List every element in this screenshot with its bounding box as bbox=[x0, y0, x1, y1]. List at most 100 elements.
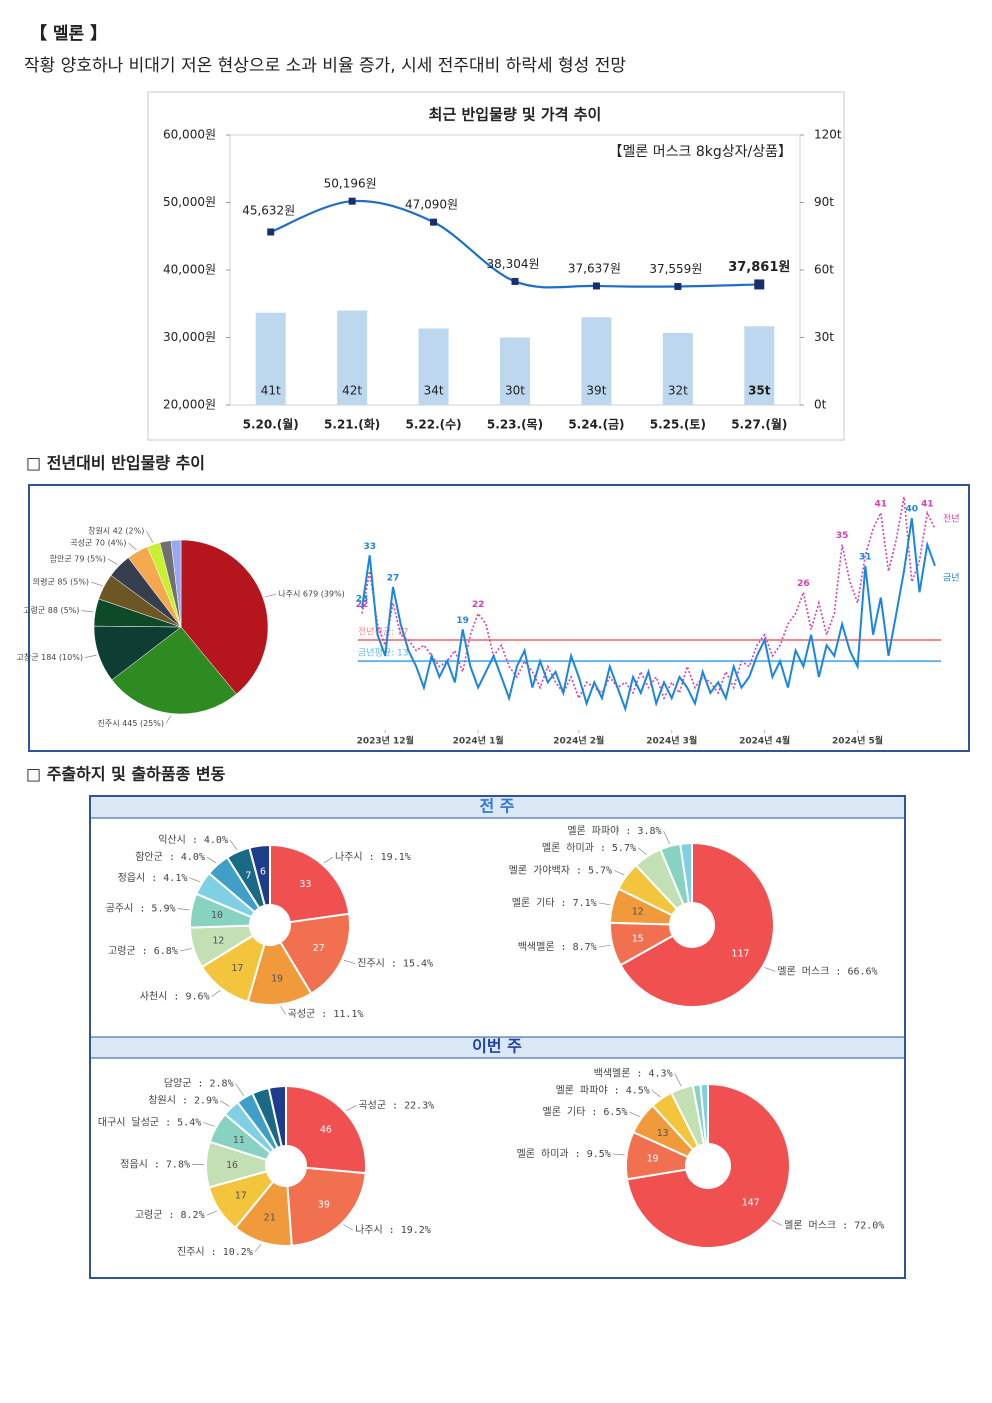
slice-label: 공주시 : 5.9% bbox=[106, 903, 176, 915]
leader-line bbox=[764, 967, 776, 972]
leader-line bbox=[346, 1104, 357, 1111]
price-marker bbox=[754, 279, 765, 290]
leader-line bbox=[612, 1153, 625, 1156]
slice-value: 46 bbox=[320, 1125, 332, 1136]
point-label: 23 bbox=[356, 595, 369, 605]
donut-slice bbox=[625, 1082, 791, 1249]
price-marker bbox=[348, 197, 356, 205]
leader-line bbox=[211, 989, 221, 997]
x-tick-label: 5.22.(수) bbox=[405, 418, 461, 432]
slice-label: 멜론 파파야 : 4.5% bbox=[556, 1084, 650, 1096]
leader-line bbox=[179, 948, 192, 952]
panel-title: 전 주 bbox=[479, 797, 514, 816]
y-tick-label: 50,000원 bbox=[163, 195, 216, 209]
y-tick-label: 40,000원 bbox=[163, 263, 216, 277]
panel-header bbox=[91, 797, 904, 818]
slice-value: 15 bbox=[632, 933, 644, 944]
average-label: 전년평균: 17 bbox=[358, 626, 408, 637]
slice-label: 고령군 88 (5%) bbox=[23, 606, 79, 615]
donut-slice bbox=[248, 843, 271, 907]
slice-label: 의령군 85 (5%) bbox=[33, 577, 89, 587]
y-tick-label: 60,000원 bbox=[163, 128, 216, 142]
slice-label: 곡성군 : 22.3% bbox=[358, 1099, 434, 1111]
section-heading: □ 전년대비 반입물량 추이 bbox=[26, 454, 205, 473]
slice-value: 19 bbox=[646, 1154, 658, 1165]
slice-label: 백색멜론 : 8.7% bbox=[518, 941, 597, 953]
bar-label: 35t bbox=[748, 384, 771, 398]
slice-label: 멜론 하미과 : 9.5% bbox=[517, 1147, 611, 1160]
slice-value: 11 bbox=[233, 1135, 245, 1146]
slice-label: 멜론 하미과 : 5.7% bbox=[542, 841, 636, 854]
price-marker bbox=[592, 282, 600, 290]
slice-value: 16 bbox=[226, 1160, 238, 1171]
x-tick-label: 5.25.(토) bbox=[650, 418, 706, 432]
slice-value: 27 bbox=[313, 943, 325, 954]
x-tick-label: 2024년 1월 bbox=[453, 735, 504, 747]
price-label: 37,559원 bbox=[649, 262, 702, 276]
leader-line bbox=[598, 902, 611, 906]
slice-value: 21 bbox=[264, 1212, 276, 1223]
slice-value: 17 bbox=[235, 1190, 247, 1201]
slice-label: 창원시 : 2.9% bbox=[148, 1095, 218, 1107]
slice-value: 10 bbox=[211, 910, 223, 921]
slice-value: 17 bbox=[231, 963, 243, 974]
summary: 작황 양호하나 비대기 저온 현상으로 소과 비율 증가, 시세 전주대비 하락… bbox=[24, 56, 626, 76]
point-label: 41 bbox=[875, 499, 888, 509]
slice-label: 함안군 79 (5%) bbox=[50, 553, 106, 563]
slice-label: 나주시 : 19.1% bbox=[335, 851, 411, 863]
leader-line bbox=[343, 1224, 354, 1231]
x-tick-label: 5.23.(목) bbox=[487, 418, 543, 432]
y2-tick-label: 90t bbox=[814, 195, 834, 209]
slice-label: 정읍시 : 4.1% bbox=[118, 872, 188, 884]
leader-line bbox=[81, 610, 94, 613]
slice-label: 곡성군 70 (4%) bbox=[70, 538, 126, 547]
slice-label: 멜론 기타 : 6.5% bbox=[543, 1106, 628, 1118]
donut-slice bbox=[269, 843, 351, 924]
leader-line bbox=[84, 654, 97, 658]
bar-label: 32t bbox=[668, 384, 688, 398]
slice-label: 멜론 머스크 : 72.0% bbox=[784, 1220, 884, 1232]
slice-label: 멜론 가야백자 : 5.7% bbox=[509, 864, 612, 876]
leader-line bbox=[107, 558, 118, 565]
panel-title: 이번 주 bbox=[472, 1037, 522, 1056]
x-tick-label: 2024년 4월 bbox=[739, 735, 790, 747]
leader-line bbox=[219, 1100, 230, 1107]
leader-line bbox=[229, 839, 238, 851]
leader-line bbox=[663, 830, 670, 845]
bar-label: 30t bbox=[505, 384, 525, 398]
slice-label: 멜론 파파야 : 3.8% bbox=[567, 825, 661, 837]
leader-line bbox=[598, 944, 611, 948]
bar bbox=[744, 326, 775, 405]
leader-line bbox=[165, 715, 172, 724]
leader-line bbox=[254, 1243, 262, 1253]
bar-label: 42t bbox=[342, 384, 362, 398]
slice-label: 진주시 445 (25%) bbox=[98, 718, 164, 728]
slice-value: 117 bbox=[731, 948, 749, 959]
slice-value: 147 bbox=[742, 1197, 760, 1208]
donut-slice bbox=[679, 841, 693, 905]
bar-label: 34t bbox=[424, 384, 444, 398]
pie-slice bbox=[111, 626, 237, 715]
donut-slice bbox=[285, 1084, 367, 1175]
leader-line bbox=[343, 959, 356, 965]
section-heading: □ 주출하지 및 출하품종 변동 bbox=[26, 765, 226, 784]
bar-label: 41t bbox=[261, 384, 281, 398]
y-tick-label: 20,000원 bbox=[163, 398, 216, 412]
point-label: 35 bbox=[836, 531, 849, 541]
leader-line bbox=[206, 856, 217, 864]
point-label: 40 bbox=[906, 505, 919, 515]
x-tick-label: 5.24.(금) bbox=[568, 418, 624, 432]
price-marker bbox=[674, 282, 682, 290]
slice-label: 고령군 : 6.8% bbox=[108, 945, 178, 957]
slice-value: 6 bbox=[260, 866, 266, 877]
x-tick-label: 5.20.(월) bbox=[243, 417, 299, 432]
leader-line bbox=[146, 530, 154, 543]
bar bbox=[662, 333, 693, 405]
y-tick-label: 30,000원 bbox=[163, 330, 216, 344]
slice-label: 정읍시 : 7.8% bbox=[120, 1158, 190, 1170]
pie-slice bbox=[170, 539, 182, 628]
leader-line bbox=[651, 1089, 661, 1098]
leader-line bbox=[90, 581, 103, 587]
series-line bbox=[361, 518, 936, 713]
price-label: 45,632원 bbox=[242, 203, 295, 217]
